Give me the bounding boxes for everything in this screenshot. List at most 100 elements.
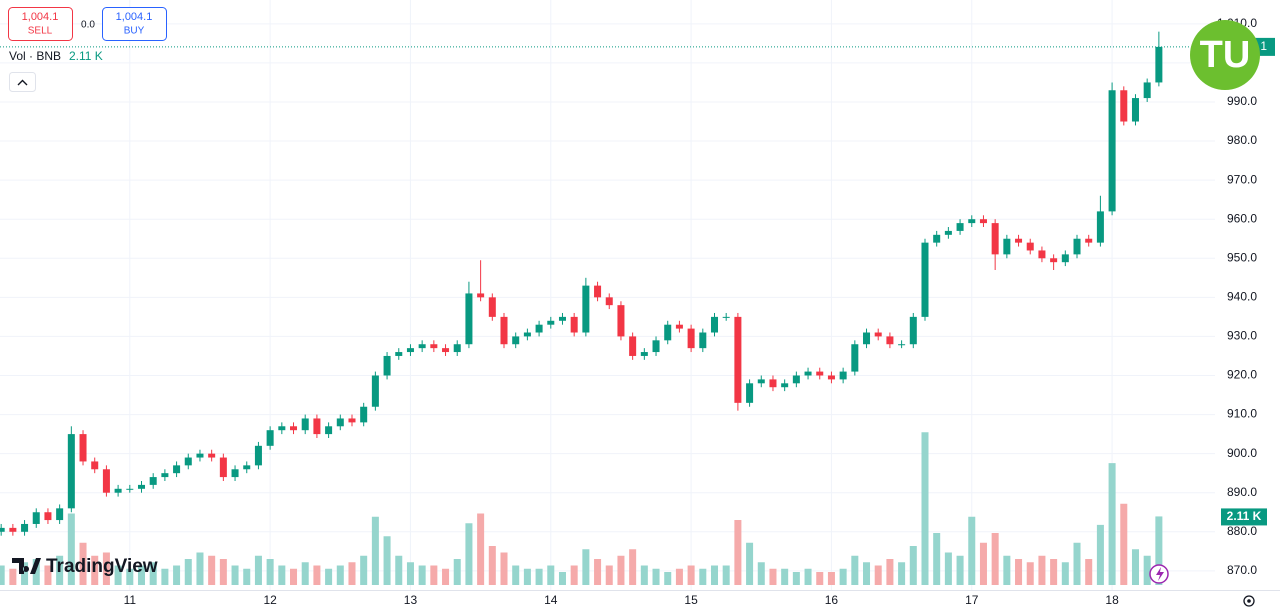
candle-body: [395, 352, 403, 356]
volume-bar: [1096, 524, 1104, 585]
volume-bar: [1085, 559, 1093, 585]
candle-body: [898, 344, 906, 346]
candle-body: [781, 383, 789, 388]
volume-bar: [79, 542, 87, 585]
candle-body: [921, 242, 929, 317]
volume-bar: [184, 559, 192, 585]
candle-body: [582, 285, 590, 333]
flash-icon[interactable]: [1149, 564, 1169, 584]
candle-body: [21, 523, 29, 532]
volume-bar: [488, 546, 496, 585]
volume-bar: [968, 516, 976, 585]
candle-body: [1155, 46, 1163, 83]
volume-bar: [348, 562, 356, 585]
volume-bar: [699, 568, 707, 585]
buy-price: 1,004.1: [116, 11, 153, 23]
y-tick-label: 910.0: [1227, 407, 1257, 421]
volume-bar: [851, 555, 859, 585]
logo-text: TradingView: [46, 556, 158, 577]
candle-body: [839, 371, 847, 380]
volume-bar: [67, 513, 75, 585]
sell-button[interactable]: [8, 7, 73, 41]
candle-body: [699, 332, 707, 349]
volume-bar: [243, 568, 251, 585]
volume-bar: [406, 562, 414, 585]
candle-body: [547, 320, 555, 325]
volume-bar: [909, 546, 917, 585]
candle-body: [313, 418, 321, 435]
candle-body: [617, 305, 625, 337]
volume-bar: [1131, 549, 1139, 585]
spread: 0.0: [81, 20, 95, 31]
volume-bar: [1050, 559, 1058, 585]
volume-bar: [149, 562, 157, 585]
volume-bar: [91, 555, 99, 585]
volume-bar: [102, 552, 110, 585]
volume-bar: [816, 572, 824, 585]
candle-body: [371, 375, 379, 407]
x-tick-label: 18: [1105, 593, 1119, 607]
candle-body: [173, 465, 181, 474]
volume-bar: [500, 552, 508, 585]
candle-body: [886, 336, 894, 345]
candle-body: [1050, 258, 1058, 263]
candle-body: [909, 316, 917, 345]
volume-bar: [301, 562, 309, 585]
volume-bar: [512, 565, 520, 585]
candle-body: [933, 234, 941, 243]
volume-bar: [558, 572, 566, 585]
volume-bar: [9, 568, 17, 585]
x-tick-label: 11: [124, 593, 137, 607]
volume-bar: [827, 572, 835, 585]
volume-bar: [161, 568, 169, 585]
x-tick-label: 17: [965, 593, 979, 607]
y-tick-label: 930.0: [1227, 329, 1257, 343]
x-tick-label: 14: [544, 593, 558, 607]
candle-body: [1143, 82, 1151, 99]
y-tick-label: 940.0: [1227, 290, 1257, 304]
volume-bar: [453, 559, 461, 585]
candle-body: [1120, 90, 1128, 122]
tu-badge-text: TU: [1200, 34, 1251, 76]
volume-bar: [956, 555, 964, 585]
volume-bar: [1143, 555, 1151, 585]
buy-button[interactable]: [102, 7, 167, 41]
x-tick-label: 13: [404, 593, 418, 607]
candle-body: [208, 453, 216, 458]
volume-bar: [523, 568, 531, 585]
volume-bar: [769, 568, 777, 585]
y-tick-label: 970.0: [1227, 172, 1257, 186]
candle-body: [1131, 98, 1139, 122]
x-tick-label: 15: [684, 593, 698, 607]
volume-bar: [687, 565, 695, 585]
volume-bar: [535, 568, 543, 585]
y-tick-label: 870.0: [1227, 563, 1257, 577]
candle-body: [1038, 250, 1046, 259]
candle-body: [383, 355, 391, 376]
candle-body: [769, 379, 777, 388]
candle-body: [325, 426, 333, 435]
candle-body: [79, 434, 87, 462]
volume-bar: [886, 559, 894, 585]
candle-body: [734, 316, 742, 403]
candle-body: [874, 332, 882, 337]
volume-tag: [1221, 508, 1267, 526]
settings-icon[interactable]: [1243, 595, 1255, 607]
volume-bar: [617, 555, 625, 585]
candle-body: [442, 348, 450, 353]
volume-bar: [874, 565, 882, 585]
candle-body: [360, 406, 368, 423]
volume-bar: [219, 559, 227, 585]
candle-body: [944, 230, 952, 235]
y-tick-label: 950.0: [1227, 250, 1257, 264]
candle-body: [570, 316, 578, 333]
collapse-button[interactable]: [9, 72, 36, 92]
volume-bar: [1108, 463, 1116, 585]
volume-bar: [781, 568, 789, 585]
candle-body: [301, 418, 309, 431]
candle-body: [149, 477, 157, 485]
candle-body: [137, 484, 146, 489]
candle-body: [863, 332, 871, 345]
volume-bar: [290, 568, 298, 585]
candle-body: [1085, 238, 1093, 243]
